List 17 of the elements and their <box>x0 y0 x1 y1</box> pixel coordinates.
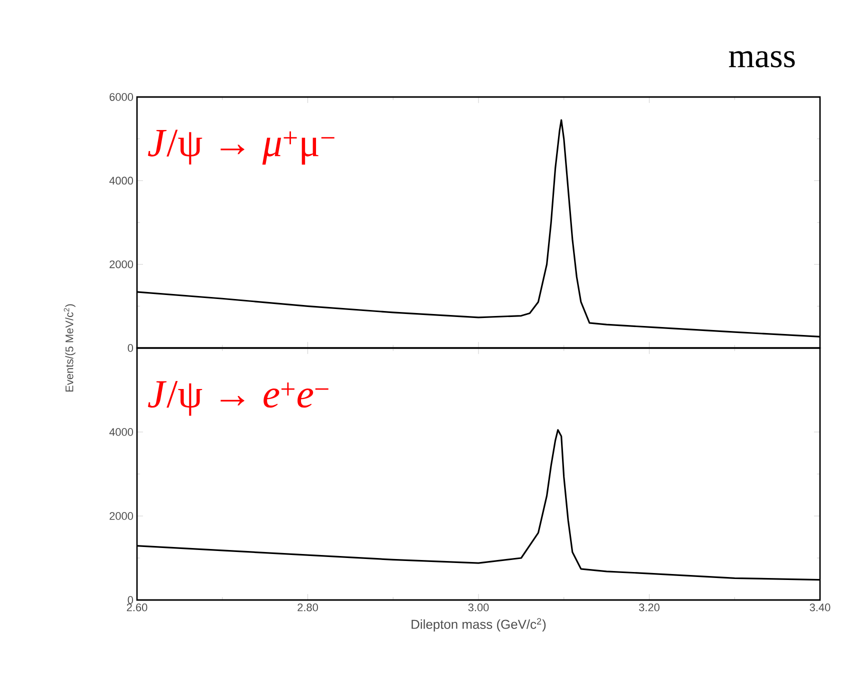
chart-title: mass <box>728 51 795 68</box>
y-tick-label: 2000 <box>110 260 134 268</box>
y-tick-label: 0 <box>128 344 134 352</box>
y-tick-label: 4000 <box>109 428 134 436</box>
y-tick-label: 4000 <box>109 176 134 185</box>
y-tick-label: 0 <box>128 596 134 604</box>
y-tick-label: 2000 <box>110 512 134 520</box>
y-tick-label: 6000 <box>110 93 134 101</box>
x-tick-label: 3.40 <box>810 604 830 612</box>
x-tick-label: 3.00 <box>468 604 489 612</box>
y-axis-title: Events/(5 MeV/c$^{2}$) <box>64 304 76 392</box>
annotation: J/ψ → μ$^{+}$μ$^{−}$ <box>148 130 334 165</box>
x-tick-label: 3.20 <box>639 604 660 612</box>
x-axis-title: Dilepton mass (GeV/c$^{2}$) <box>412 618 546 632</box>
x-tick-label: 2.80 <box>298 604 318 612</box>
annotation: J/ψ → e$^{+}$e$^{−}$ <box>148 381 328 416</box>
x-tick-label: 2.60 <box>126 604 148 612</box>
